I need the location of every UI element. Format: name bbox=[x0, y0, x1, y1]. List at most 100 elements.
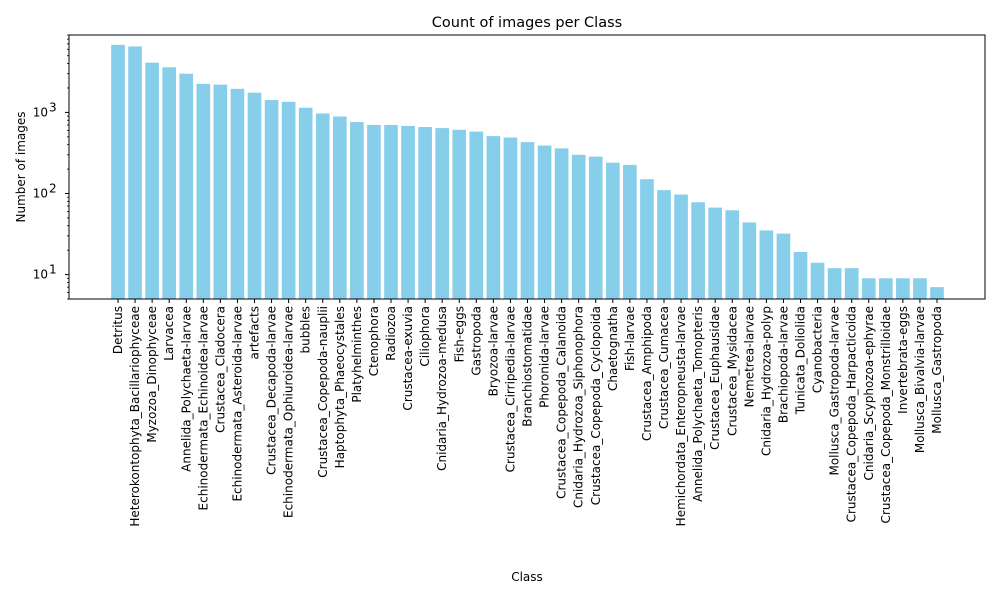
bar-brachiopoda-larvae bbox=[776, 233, 791, 299]
bar-bryozoa-larvae bbox=[486, 136, 501, 299]
bar-fish-larvae bbox=[623, 164, 637, 299]
bar-crustacea-copepoda-calanoida bbox=[554, 148, 569, 299]
x-tick-label: Invertebrata-eggs bbox=[896, 306, 910, 414]
x-tick-label: Nemetrea-larvae bbox=[742, 306, 756, 407]
x-tick-label: Crustacea_Copepoda_Harpacticoida bbox=[845, 306, 859, 522]
bar-echinodermata-ophiuroidea-larvae bbox=[281, 101, 296, 299]
x-tick-label: Haptophyta_Phaeocystales bbox=[333, 306, 347, 468]
x-tick-label: Cnidaria_Hydrozoa_Siphonophora bbox=[572, 306, 586, 508]
bar-haptophyta-phaeocystales bbox=[332, 116, 347, 299]
x-tick-label: Crustacea_Decapoda-larvae bbox=[265, 306, 279, 475]
bar-platyhelminthes bbox=[350, 122, 364, 299]
bar-cyanobacteria bbox=[810, 262, 825, 299]
bar-invertebrata-eggs bbox=[896, 278, 910, 299]
x-tick-label: Crustacea_Copepoda_Cyclopoida bbox=[589, 306, 603, 505]
x-tick-label: Mollusca_Gastropoda-larvae bbox=[828, 306, 842, 476]
x-tick-label: Crustacea_Copepoda_Monstrilloidae bbox=[879, 306, 893, 523]
bar-artefacts bbox=[247, 92, 262, 299]
x-tick-label: Ctenophora bbox=[367, 306, 381, 376]
x-tick-label: Larvacea bbox=[162, 306, 176, 361]
bar-bubbles bbox=[298, 107, 313, 299]
bar-phoronida-larvae bbox=[537, 145, 552, 299]
x-tick-label: Crustacea_Amphipoda bbox=[640, 306, 654, 441]
x-tick-label: Chaetognatha bbox=[606, 306, 620, 391]
bar-myzozoa-dinophyceae bbox=[145, 62, 159, 300]
bar-crustacea-copepoda-cyclopoida bbox=[588, 156, 603, 299]
bar-crustacea-copepoda-harpacticoida bbox=[844, 268, 859, 299]
x-tick-label: Bryozoa-larvae bbox=[486, 306, 500, 396]
plot-frame bbox=[68, 34, 986, 300]
x-tick-label: Gastropoda bbox=[469, 306, 483, 376]
x-tick-label: Echinodermata_Asteroida-larvae bbox=[230, 306, 244, 502]
bar-crustacea-decapoda-larvae bbox=[264, 100, 279, 299]
y-tick-label-exponent: 3 bbox=[49, 100, 57, 114]
bar-crustacea-copepoda-nauplii bbox=[315, 113, 330, 299]
bar-crustacea-euphausidae bbox=[708, 207, 723, 299]
bar-fish-eggs bbox=[452, 129, 467, 299]
bar-hemichordata-enteropneusta-larvae bbox=[674, 194, 688, 299]
x-tick-label: Crustacea_Mysidacea bbox=[725, 306, 739, 436]
x-tick-label: Hemichordata_Enteropneusta-larvae bbox=[674, 306, 688, 526]
x-tick-label: Detritus bbox=[111, 306, 125, 354]
bar-mollusca-bivalvia-larvae bbox=[913, 278, 927, 299]
bar-annelida-polychaeta-tomopteris bbox=[691, 202, 705, 299]
x-tick-label: Tunicata_Doliolida bbox=[794, 306, 808, 415]
bar-cnidaria-hydrozoa-polyp bbox=[759, 230, 774, 299]
bar-cnidaria-hydrozoa-siphonophora bbox=[571, 154, 586, 299]
x-tick-label: Crustacea_Copepoda_Calanoida bbox=[555, 306, 569, 499]
x-tick-label: Annelida_Polychaeta-larvae bbox=[179, 306, 193, 472]
x-tick-label: Mollusca_Bivalvia-larvae bbox=[913, 306, 927, 453]
bar-chaetognatha bbox=[605, 162, 620, 299]
bar-annelida-polychaeta-larvae bbox=[179, 73, 194, 299]
bar-nemetrea-larvae bbox=[742, 222, 757, 299]
y-tick-label-exponent: 2 bbox=[49, 181, 57, 195]
bar-crustacea-cladocera bbox=[213, 84, 228, 299]
bar-radiozoa bbox=[384, 124, 398, 299]
y-axis-label: Number of images bbox=[14, 111, 28, 222]
bar-crustacea-cumacea bbox=[657, 190, 671, 299]
bar-crustacea-mysidacea bbox=[725, 210, 740, 299]
ticks-layer: Detritus Heterokontophyta_Bacillariophyce… bbox=[33, 34, 944, 527]
bar-crustacea-copepoda-monstrilloidae bbox=[878, 278, 893, 299]
x-tick-label: Crustacea_Euphausidae bbox=[708, 306, 722, 450]
bar-echinodermata-asteroida-larvae bbox=[230, 88, 245, 299]
x-tick-label: Echinodermata_Ophiuroidea-larvae bbox=[282, 306, 296, 518]
bar-ciliophora bbox=[418, 127, 432, 299]
x-tick-label: Heterokontophyta_Bacillariophyceae bbox=[128, 306, 142, 527]
x-tick-label: Myzozoa_Dinophyceae bbox=[145, 306, 159, 443]
x-tick-label: Radiozoa bbox=[384, 306, 398, 361]
x-tick-label: Cnidaria_Hydrozoa-medusa bbox=[435, 306, 449, 471]
bar-echinodermata-echinoidea-larvae bbox=[196, 83, 211, 299]
x-tick-label: Ciliophora bbox=[418, 306, 432, 367]
x-tick-label: Echinodermata_Echinoidea-larvae bbox=[196, 306, 210, 510]
x-tick-label: Fish-larvae bbox=[623, 306, 637, 371]
x-tick-label: Annelida_Polychaeta_Tomopteris bbox=[691, 306, 705, 502]
x-tick-label: Phoronida-larvae bbox=[538, 306, 552, 408]
x-tick-label: Mollusca_Gastropoda bbox=[930, 306, 944, 434]
x-tick-label: artefacts bbox=[248, 306, 262, 360]
x-tick-label: Branchiostomatidae bbox=[521, 306, 535, 427]
x-tick-label: Crustacea_Cumacea bbox=[657, 306, 671, 429]
bar-crustacea-cirripedia-larvae bbox=[503, 137, 518, 299]
x-tick-label: Crustacea-exuvia bbox=[401, 306, 415, 411]
bar-mollusca-gastropoda-larvae bbox=[827, 268, 842, 299]
x-tick-label: Fish-eggs bbox=[452, 306, 466, 362]
x-tick-label: Brachiopoda-larvae bbox=[776, 306, 790, 423]
chart-title: Count of images per Class bbox=[432, 15, 622, 31]
x-tick-label: bubbles bbox=[299, 306, 313, 353]
bar-crustacea-amphipoda bbox=[640, 179, 654, 299]
x-tick-label: Platyhelminthes bbox=[350, 306, 364, 403]
bar-larvacea bbox=[162, 67, 177, 299]
bar-ctenophora bbox=[367, 124, 381, 299]
bar-cnidaria-hydrozoa-medusa bbox=[435, 128, 450, 299]
x-axis-label: Class bbox=[511, 570, 543, 584]
bar-detritus bbox=[111, 44, 125, 299]
bar-gastropoda bbox=[469, 131, 484, 299]
bar-tunicata-doliolida bbox=[793, 251, 808, 299]
x-tick-label: Crustacea_Cirripedia-larvae bbox=[503, 306, 517, 472]
y-tick-label-base: 10 bbox=[33, 268, 48, 282]
x-tick-label: Cyanobacteria bbox=[811, 306, 825, 393]
x-tick-label: Crustacea_Cladocera bbox=[213, 306, 227, 433]
x-tick-label: Cnidaria_Scyphozoa-ephyrae bbox=[862, 306, 876, 481]
